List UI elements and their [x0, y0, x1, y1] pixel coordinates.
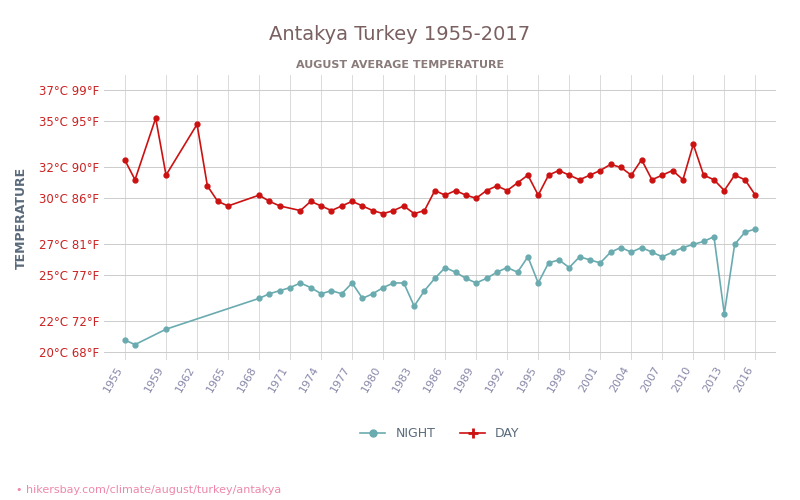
Legend: NIGHT, DAY: NIGHT, DAY: [355, 422, 525, 445]
Text: AUGUST AVERAGE TEMPERATURE: AUGUST AVERAGE TEMPERATURE: [296, 60, 504, 70]
Y-axis label: TEMPERATURE: TEMPERATURE: [14, 166, 28, 268]
Text: • hikersbay.com/climate/august/turkey/antakya: • hikersbay.com/climate/august/turkey/an…: [16, 485, 282, 495]
Text: Antakya Turkey 1955-2017: Antakya Turkey 1955-2017: [270, 25, 530, 44]
